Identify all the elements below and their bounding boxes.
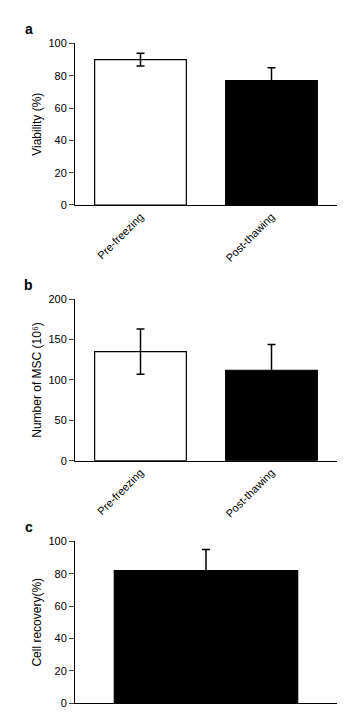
svg-text:Number of MSC (10⁶): Number of MSC (10⁶) — [30, 322, 44, 438]
svg-text:60: 60 — [55, 102, 67, 114]
svg-text:Viability (%): Viability (%) — [30, 93, 44, 156]
svg-text:100: 100 — [48, 37, 66, 49]
svg-text:20: 20 — [55, 665, 67, 677]
svg-text:b: b — [24, 277, 33, 293]
svg-text:200: 200 — [48, 293, 66, 305]
svg-text:40: 40 — [55, 134, 67, 146]
svg-text:Pre-freezing: Pre-freezing — [95, 466, 146, 517]
svg-text:Pre-freezing: Pre-freezing — [95, 210, 146, 261]
svg-text:Post-thawing: Post-thawing — [223, 466, 276, 519]
svg-text:100: 100 — [48, 374, 66, 386]
svg-text:0: 0 — [61, 199, 67, 211]
svg-text:20: 20 — [55, 167, 67, 179]
svg-text:Cell recovery(%): Cell recovery(%) — [30, 578, 44, 667]
svg-text:Post-thawing: Post-thawing — [223, 210, 276, 263]
svg-text:60: 60 — [55, 600, 67, 612]
svg-text:c: c — [25, 519, 33, 535]
svg-text:150: 150 — [48, 333, 66, 345]
svg-text:80: 80 — [55, 70, 67, 82]
svg-text:0: 0 — [61, 697, 67, 709]
svg-text:40: 40 — [55, 632, 67, 644]
svg-text:50: 50 — [55, 414, 67, 426]
svg-text:a: a — [25, 21, 33, 37]
svg-text:0: 0 — [61, 455, 67, 467]
svg-text:80: 80 — [55, 568, 67, 580]
svg-text:100: 100 — [48, 535, 66, 547]
